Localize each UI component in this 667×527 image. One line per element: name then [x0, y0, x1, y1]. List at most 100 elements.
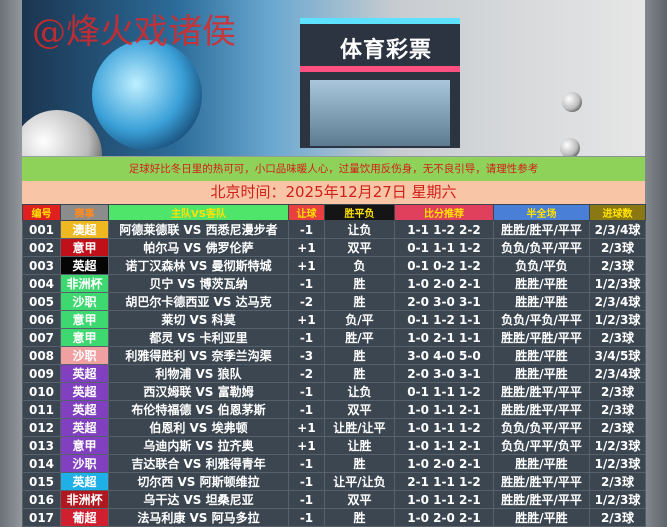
score-picks: 1-0 1-1 1-2 — [394, 418, 494, 437]
half-full-pick: 胜胜/平胜 — [493, 454, 590, 473]
match-teams: 切尔西 VS 阿斯顿维拉 — [108, 472, 289, 491]
match-teams: 帕尔马 VS 佛罗伦萨 — [108, 238, 289, 257]
table-row: 004 非洲杯 贝宁 VS 博茨瓦纳 -1 胜 1-0 2-0 2-1 胜胜/平胜 1/2/3… — [22, 274, 646, 293]
match-number: 007 — [22, 328, 61, 347]
table-header: 编号 赛事 主队VS客队 让球 胜平负 比分推荐 半全场 进球数 — [22, 204, 646, 221]
handicap: -1 — [288, 382, 325, 401]
watermark: @烽火戏诸侯 — [32, 12, 236, 52]
handicap: -1 — [288, 400, 325, 419]
result-pick: 胜/平 — [324, 328, 395, 347]
result-pick: 胜 — [324, 508, 395, 527]
handicap: -1 — [288, 274, 325, 293]
lottery-store: 体育彩票 — [300, 18, 460, 148]
match-teams: 布伦特福德 VS 伯恩茅斯 — [108, 400, 289, 419]
handicap: -2 — [288, 292, 325, 311]
league-badge: 葡超 — [60, 508, 109, 527]
handicap: -1 — [288, 220, 325, 239]
table-row: 002 意甲 帕尔马 VS 佛罗伦萨 +1 双平 0-1 1-1 1-2 负负/负平/平平 2… — [22, 238, 646, 257]
half-full-pick: 胜胜/平胜/平平 — [493, 328, 590, 347]
match-teams: 胡巴尔卡德西亚 VS 达马克 — [108, 292, 289, 311]
half-full-pick: 负负/负平/平平 — [493, 238, 590, 257]
match-number: 015 — [22, 472, 61, 491]
goals-pick: 2/3球 — [589, 382, 646, 401]
handicap: -1 — [288, 328, 325, 347]
result-pick: 让胜 — [324, 436, 395, 455]
league-badge: 英超 — [60, 472, 109, 491]
match-number: 003 — [22, 256, 61, 275]
football-icon — [92, 40, 202, 150]
table-row: 009 英超 利物浦 VS 狼队 -2 胜 2-0 3-0 3-1 胜胜/平胜 2/3/4球 — [22, 364, 646, 383]
match-teams: 都灵 VS 卡利亚里 — [108, 328, 289, 347]
goals-pick: 2/3球 — [589, 400, 646, 419]
score-picks: 2-1 1-1 1-2 — [394, 472, 494, 491]
result-pick: 胜 — [324, 346, 395, 365]
league-badge: 英超 — [60, 382, 109, 401]
result-pick: 胜 — [324, 274, 395, 293]
result-pick: 胜 — [324, 454, 395, 473]
match-number: 004 — [22, 274, 61, 293]
table-row: 010 英超 西汉姆联 VS 富勒姆 -1 让负 0-1 1-1 1-2 胜胜/胜平/平平 2… — [22, 382, 646, 401]
match-number: 014 — [22, 454, 61, 473]
table-row: 006 意甲 莱切 VS 科莫 +1 负/平 0-1 1-2 1-1 负负/平负/平平 1/2… — [22, 310, 646, 329]
score-picks: 0-1 1-1 1-2 — [394, 238, 494, 257]
banner-image: 体育彩票 @烽火戏诸侯 — [22, 0, 645, 156]
league-badge: 意甲 — [60, 310, 109, 329]
score-picks: 3-0 4-0 5-0 — [394, 346, 494, 365]
handicap: -3 — [288, 346, 325, 365]
table-row: 015 英超 切尔西 VS 阿斯顿维拉 -1 让平/让负 2-1 1-1 1-2 胜胜/胜平… — [22, 472, 646, 491]
match-teams: 莱切 VS 科莫 — [108, 310, 289, 329]
result-pick: 让负 — [324, 220, 395, 239]
league-badge: 非洲杯 — [60, 274, 109, 293]
col-scores-header: 比分推荐 — [394, 204, 494, 221]
match-number: 017 — [22, 508, 61, 527]
table-row: 003 英超 诺丁汉森林 VS 曼彻斯特城 +1 负 0-1 0-2 1-2 负负/平负 2/… — [22, 256, 646, 275]
result-pick: 让负 — [324, 382, 395, 401]
league-badge: 澳超 — [60, 220, 109, 239]
result-pick: 让平/让负 — [324, 472, 395, 491]
league-badge: 沙职 — [60, 292, 109, 311]
score-picks: 1-0 2-1 1-1 — [394, 328, 494, 347]
match-number: 002 — [22, 238, 61, 257]
col-goals-header: 进球数 — [589, 204, 646, 221]
score-picks: 2-0 3-0 3-1 — [394, 292, 494, 311]
half-full-pick: 胜胜/平胜 — [493, 292, 590, 311]
store-sign: 体育彩票 — [340, 38, 433, 63]
half-full-pick: 胜胜/胜平/平平 — [493, 472, 590, 491]
score-picks: 1-0 2-0 2-1 — [394, 508, 494, 527]
match-teams: 阿德莱德联 VS 西悉尼漫步者 — [108, 220, 289, 239]
match-number: 001 — [22, 220, 61, 239]
match-number: 005 — [22, 292, 61, 311]
handicap: +1 — [288, 238, 325, 257]
col-no-header: 编号 — [22, 204, 61, 221]
col-league-header: 赛事 — [60, 204, 109, 221]
col-handicap-header: 让球 — [288, 204, 325, 221]
handicap: -1 — [288, 454, 325, 473]
score-picks: 1-0 2-0 2-1 — [394, 274, 494, 293]
match-number: 012 — [22, 418, 61, 437]
handicap: +1 — [288, 436, 325, 455]
col-result-header: 胜平负 — [324, 204, 395, 221]
handicap: +1 — [288, 310, 325, 329]
league-badge: 英超 — [60, 256, 109, 275]
goals-pick: 1/2/3球 — [589, 454, 646, 473]
result-pick: 胜 — [324, 292, 395, 311]
goals-pick: 2/3/4球 — [589, 364, 646, 383]
half-full-pick: 胜胜/平胜 — [493, 508, 590, 527]
half-full-pick: 胜胜/平胜 — [493, 346, 590, 365]
handicap: +1 — [288, 256, 325, 275]
goals-pick: 1/2/3球 — [589, 310, 646, 329]
league-badge: 意甲 — [60, 328, 109, 347]
league-badge: 英超 — [60, 418, 109, 437]
football-icon — [562, 92, 582, 112]
match-teams: 利雅得胜利 VS 奈季兰沟渠 — [108, 346, 289, 365]
goals-pick: 1/2/3球 — [589, 274, 646, 293]
table-row: 017 葡超 法马利康 VS 阿马多拉 -1 胜 1-0 2-0 2-1 胜胜/平胜 2/3球 — [22, 508, 646, 527]
half-full-pick: 负负/平平/负平 — [493, 436, 590, 455]
match-number: 009 — [22, 364, 61, 383]
score-picks: 2-0 3-0 3-1 — [394, 364, 494, 383]
result-pick: 让胜/让平 — [324, 418, 395, 437]
date-line: 北京时间：2025年12月27日 星期六 — [22, 181, 645, 204]
col-match-header: 主队VS客队 — [108, 204, 289, 221]
half-full-pick: 胜胜/胜平/平平 — [493, 400, 590, 419]
match-teams: 乌迪内斯 VS 拉齐奥 — [108, 436, 289, 455]
